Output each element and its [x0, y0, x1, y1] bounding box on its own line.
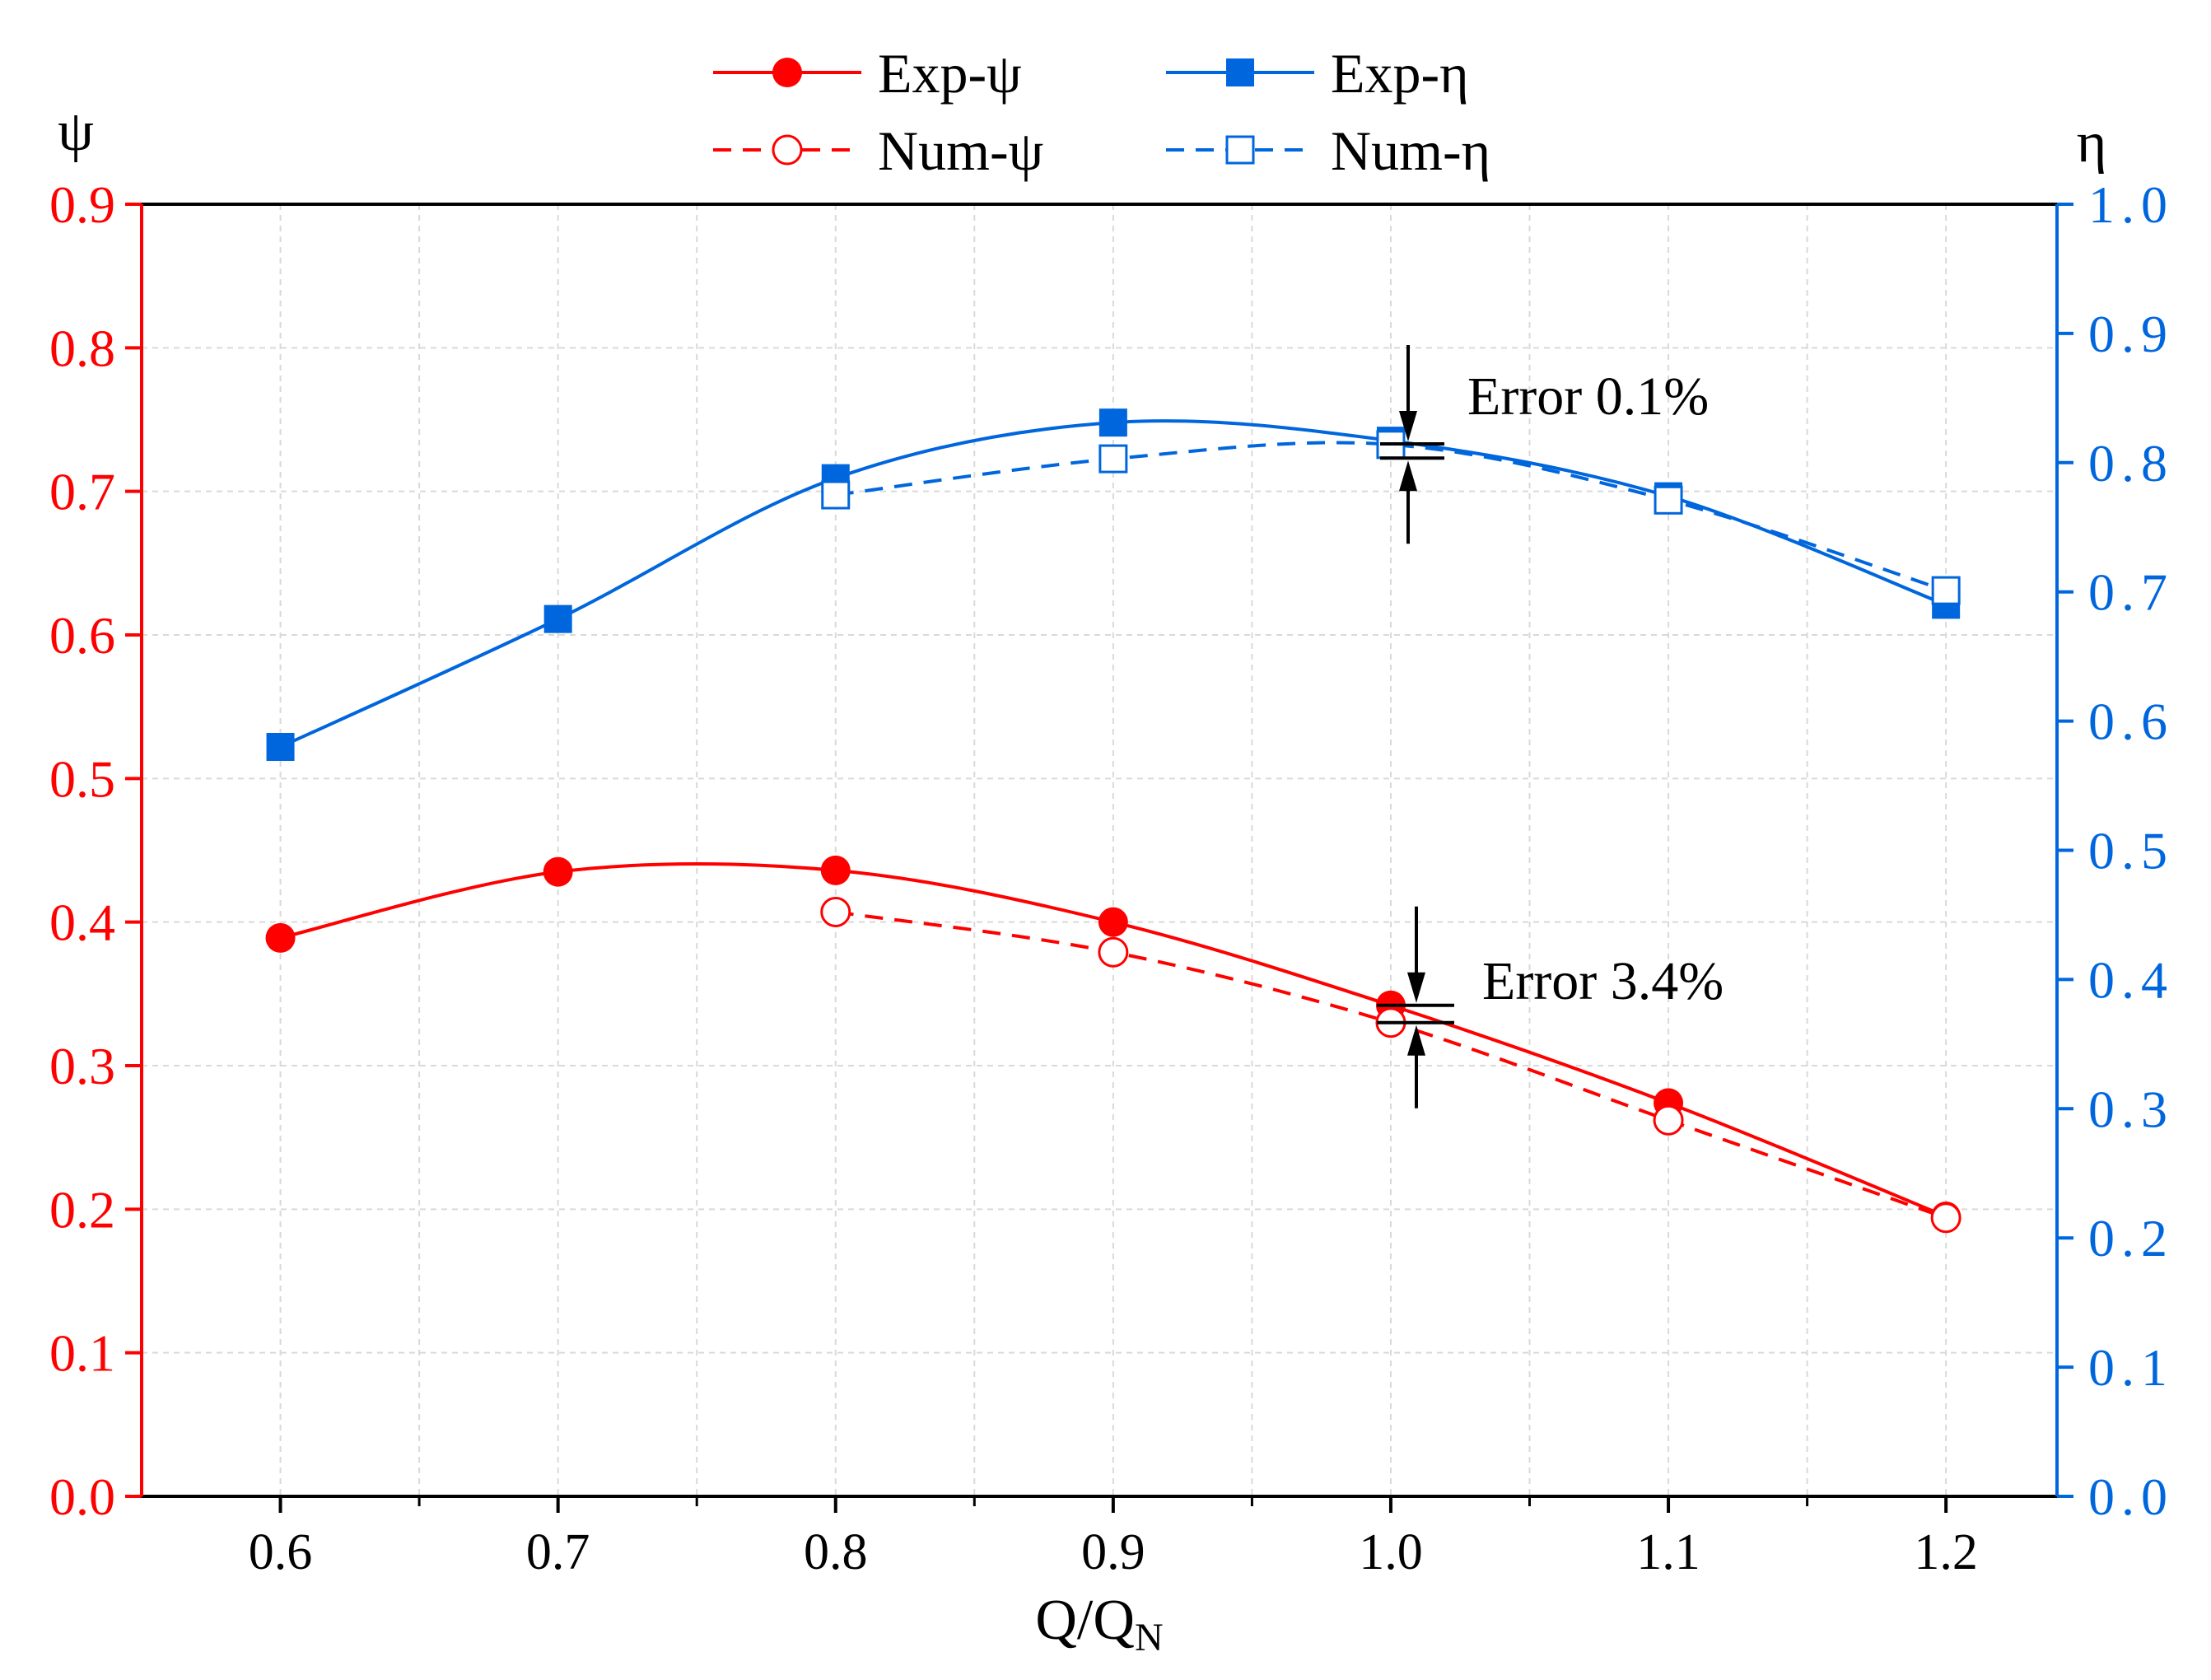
legend-label: Num-η [1331, 119, 1490, 182]
left-tick-label: 0.7 [49, 463, 115, 521]
right-tick-label: 0.6 [2088, 693, 2174, 751]
arrow-up-icon [1407, 1024, 1425, 1056]
error-annotation-1: Error 3.4% [1377, 906, 1724, 1108]
legend-label: Exp-ψ [878, 42, 1022, 105]
legend-swatch-marker [772, 134, 803, 166]
arrow-down-icon [1407, 972, 1425, 1003]
legend-item-exp-psi: Exp-ψ [713, 42, 1022, 105]
data-point-exp-psi [265, 922, 296, 953]
left-tick-label: 0.3 [49, 1037, 115, 1095]
left-tick-label: 0.8 [49, 319, 115, 377]
data-point-exp-psi [820, 855, 851, 885]
right-tick-label: 0.7 [2088, 563, 2174, 622]
data-point-num-psi [1930, 1202, 1961, 1234]
data-point-num-eta [1931, 576, 1961, 605]
right-tick-label: 0.0 [2088, 1468, 2174, 1526]
x-tick-label: 1.2 [1914, 1524, 1978, 1580]
x-tick-label: 1.0 [1359, 1524, 1423, 1580]
frame-layer: 0.6 0.7 0.8 0.9 1.0 1.1 1.2 0.0 0.1 0.2 0.3 0.4 0.5 0… [49, 175, 2174, 1580]
left-axis-title: ψ [58, 100, 94, 163]
right-tick-label: 0.8 [2088, 434, 2174, 492]
left-tick-label: 0.9 [49, 175, 115, 234]
right-tick-label: 0.1 [2088, 1338, 2174, 1397]
x-tick-label: 0.6 [249, 1524, 313, 1580]
error-annotation-0: Error 0.1% [1380, 345, 1709, 544]
legend-swatch-marker [772, 58, 802, 87]
error-label: Error 0.1% [1467, 366, 1709, 427]
legend-label: Exp-η [1331, 42, 1469, 105]
left-tick-label: 0.2 [49, 1180, 115, 1239]
right-axis-title: η [2077, 111, 2107, 175]
data-point-num-psi [1653, 1104, 1684, 1136]
left-tick-label: 0.6 [49, 606, 115, 665]
right-tick-label: 0.9 [2088, 305, 2174, 363]
right-tick-label: 1.0 [2088, 175, 2174, 234]
legend-item-num-psi: Num-ψ [713, 119, 1043, 182]
error-label: Error 3.4% [1482, 951, 1724, 1011]
legend-item-exp-eta: Exp-η [1166, 42, 1469, 105]
x-tick-label: 0.9 [1081, 1524, 1145, 1580]
data-point-exp-psi [543, 856, 573, 887]
data-point-exp-eta [1099, 408, 1127, 437]
legend: Exp-ψ Num-ψ Exp-η Num-η [713, 42, 1490, 182]
legend-item-num-eta: Num-η [1166, 119, 1490, 182]
series-line-num-eta [835, 441, 1947, 593]
arrow-up-icon [1399, 460, 1417, 492]
x-axis-title: Q/QN [1035, 1589, 1163, 1659]
legend-label: Num-ψ [878, 119, 1043, 182]
legend-swatch-marker [1225, 135, 1255, 165]
left-tick-label: 0.5 [49, 749, 115, 808]
left-tick-label: 0.1 [49, 1324, 115, 1383]
data-point-num-psi [820, 896, 851, 927]
data-point-num-psi [1098, 936, 1129, 968]
right-tick-label: 0.3 [2088, 1080, 2174, 1138]
data-point-num-eta [1099, 444, 1128, 474]
right-tick-label: 0.4 [2088, 950, 2174, 1009]
data-point-exp-eta [543, 604, 572, 633]
x-tick-label: 1.1 [1636, 1524, 1700, 1580]
axis-titles: ψ η Q/QN [58, 100, 2106, 1659]
arrow-down-icon [1399, 411, 1417, 442]
data-point-exp-psi [1098, 907, 1128, 937]
x-tick-label: 0.7 [526, 1524, 590, 1580]
data-point-exp-eta [266, 732, 295, 761]
legend-swatch-marker [1226, 58, 1254, 86]
data-point-num-eta [1654, 485, 1683, 515]
x-tick-label: 0.8 [804, 1524, 868, 1580]
right-tick-label: 0.2 [2088, 1209, 2174, 1267]
annotation-layer: Error 0.1% Error 3.4% [1377, 345, 1724, 1108]
data-point-num-eta [821, 480, 851, 510]
left-tick-label: 0.4 [49, 894, 115, 952]
grid-layer [142, 204, 2057, 1496]
left-tick-label: 0.0 [49, 1468, 115, 1526]
right-tick-label: 0.5 [2088, 822, 2174, 880]
